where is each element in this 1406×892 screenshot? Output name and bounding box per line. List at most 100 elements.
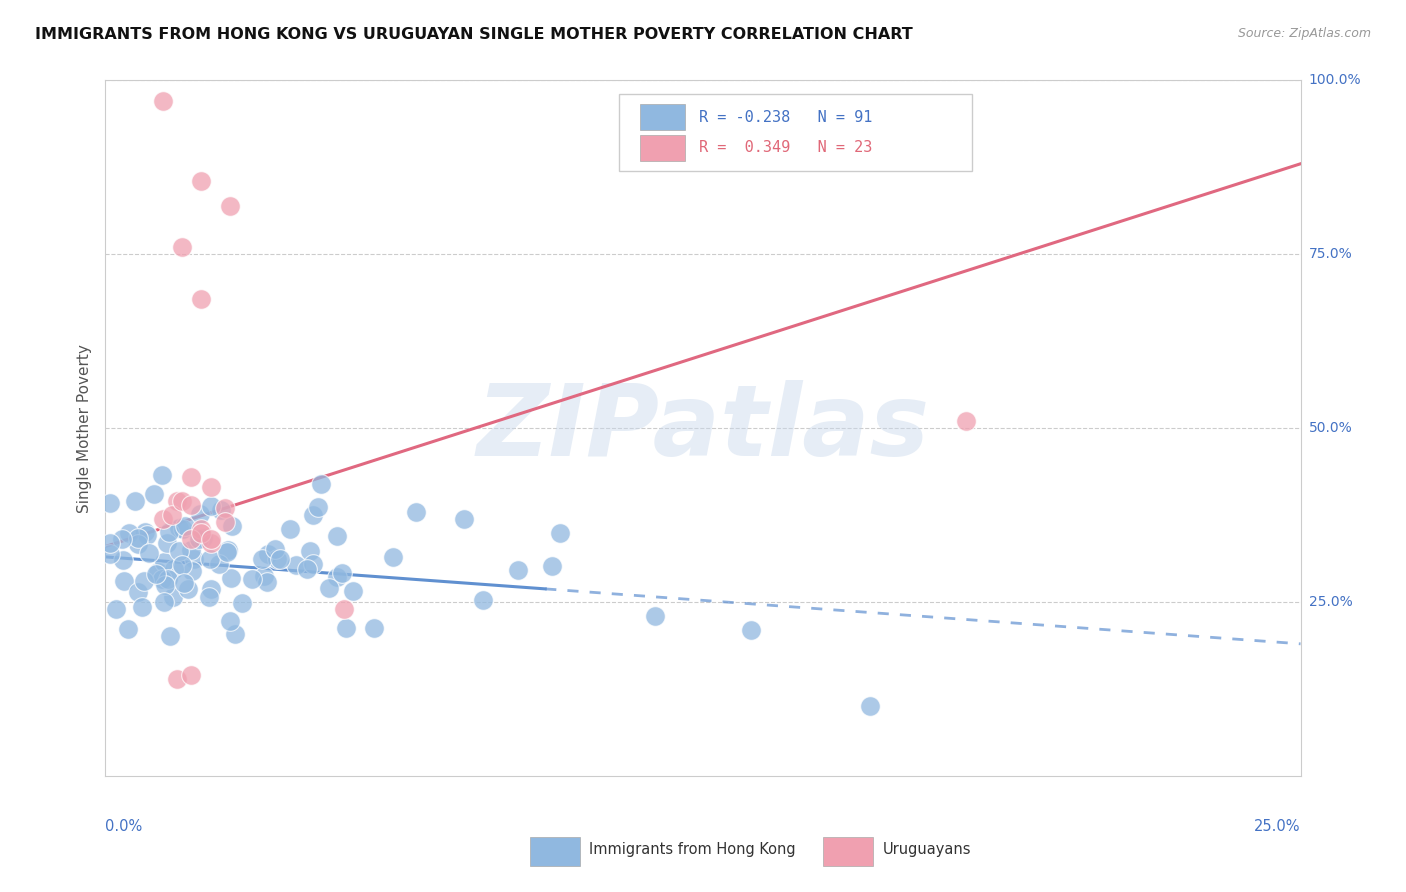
Point xyxy=(156,572,179,586)
Text: ZIPatlas: ZIPatlas xyxy=(477,380,929,476)
Point xyxy=(318,581,340,595)
Point xyxy=(162,590,184,604)
Point xyxy=(146,565,169,579)
Point xyxy=(135,528,157,542)
Point xyxy=(333,602,356,616)
Text: 50.0%: 50.0% xyxy=(1309,421,1353,435)
Point xyxy=(162,508,184,523)
Bar xyxy=(640,104,685,130)
Point xyxy=(98,495,121,509)
Point xyxy=(263,542,285,557)
Point xyxy=(221,518,243,533)
Point xyxy=(955,414,977,428)
Point xyxy=(156,535,179,549)
Point xyxy=(159,629,181,643)
Point xyxy=(152,94,174,108)
Point xyxy=(145,567,167,582)
Point xyxy=(332,566,354,580)
Point xyxy=(859,699,882,714)
Point xyxy=(200,582,222,597)
Point xyxy=(240,572,263,586)
Point xyxy=(127,537,149,551)
Point xyxy=(309,476,332,491)
Point xyxy=(214,501,236,516)
Point xyxy=(506,563,529,577)
Point xyxy=(105,602,128,616)
Point xyxy=(218,198,240,212)
Point xyxy=(301,508,323,522)
Point xyxy=(152,511,174,525)
Point xyxy=(180,564,202,578)
Point xyxy=(180,543,202,558)
Point xyxy=(153,578,176,592)
Point xyxy=(167,543,190,558)
Point xyxy=(256,574,278,589)
Text: 100.0%: 100.0% xyxy=(1309,73,1361,87)
Point xyxy=(209,503,232,517)
Point xyxy=(363,622,385,636)
Point xyxy=(335,621,357,635)
Point xyxy=(170,558,193,573)
Point xyxy=(134,524,156,539)
Point xyxy=(219,570,242,584)
Point xyxy=(180,470,202,484)
Point xyxy=(326,569,349,583)
Point xyxy=(307,500,329,514)
Point xyxy=(197,590,219,604)
Point xyxy=(142,486,165,500)
Point xyxy=(191,531,214,545)
Point xyxy=(167,521,190,535)
Text: 25.0%: 25.0% xyxy=(1309,595,1353,609)
Point xyxy=(183,552,205,566)
Text: 75.0%: 75.0% xyxy=(1309,247,1353,261)
Point xyxy=(231,596,253,610)
Point xyxy=(190,293,212,307)
Point xyxy=(740,623,762,637)
Point xyxy=(198,552,221,566)
Point xyxy=(253,569,276,583)
Point xyxy=(166,672,188,686)
Point xyxy=(187,533,209,547)
Point xyxy=(190,522,212,536)
Point xyxy=(152,467,174,482)
Point xyxy=(98,536,121,550)
Point xyxy=(173,522,195,536)
Y-axis label: Single Mother Poverty: Single Mother Poverty xyxy=(76,343,91,513)
Point xyxy=(217,542,239,557)
Text: IMMIGRANTS FROM HONG KONG VS URUGUAYAN SINGLE MOTHER POVERTY CORRELATION CHART: IMMIGRANTS FROM HONG KONG VS URUGUAYAN S… xyxy=(35,27,912,42)
Point xyxy=(269,552,291,566)
Bar xyxy=(823,837,873,866)
Point xyxy=(131,599,153,614)
Point xyxy=(381,550,404,565)
Point xyxy=(173,518,195,533)
Bar xyxy=(530,837,579,866)
Point xyxy=(170,240,193,254)
Point xyxy=(342,584,364,599)
Text: Source: ZipAtlas.com: Source: ZipAtlas.com xyxy=(1237,27,1371,40)
Point xyxy=(138,546,160,560)
Point xyxy=(190,174,212,188)
Point xyxy=(208,558,231,572)
Point xyxy=(150,572,173,586)
Text: R = -0.238   N = 91: R = -0.238 N = 91 xyxy=(699,110,873,125)
Point xyxy=(190,525,212,540)
FancyBboxPatch shape xyxy=(619,95,972,170)
Point xyxy=(200,536,222,550)
Point xyxy=(285,558,308,572)
Point xyxy=(117,622,139,636)
Point xyxy=(200,480,222,494)
Point xyxy=(214,515,236,529)
Point xyxy=(541,559,564,574)
Point xyxy=(548,525,571,540)
Point xyxy=(170,494,193,508)
Point xyxy=(112,574,135,588)
Point xyxy=(124,494,146,508)
Point xyxy=(166,494,188,508)
Point xyxy=(219,614,242,628)
Point xyxy=(224,627,246,641)
Point xyxy=(298,543,321,558)
Point xyxy=(217,545,239,559)
Point xyxy=(325,529,347,543)
Point xyxy=(180,498,202,512)
Point xyxy=(132,574,155,589)
